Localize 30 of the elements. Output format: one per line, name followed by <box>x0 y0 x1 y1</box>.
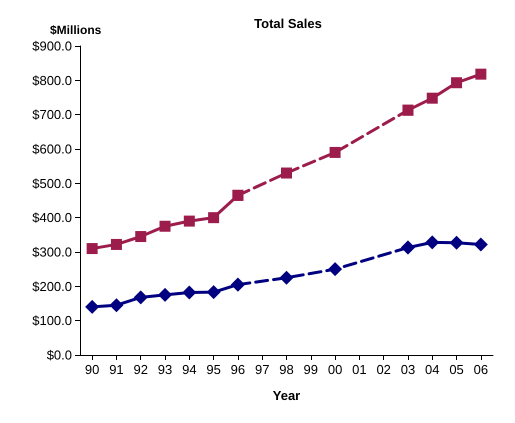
x-tick-label: 05 <box>449 362 464 377</box>
x-tick-label: 02 <box>376 362 391 377</box>
chart-title: Total Sales <box>254 16 322 31</box>
y-tick-label: $500.0 <box>32 176 72 191</box>
y-tick-label: $800.0 <box>32 72 72 88</box>
y-tick-label: $900.0 <box>32 38 72 54</box>
x-tick-label: 06 <box>474 362 488 377</box>
y-tick-label: $700.0 <box>32 107 72 122</box>
x-tick-label: 91 <box>109 362 124 377</box>
y-tick-label: $100.0 <box>32 313 72 328</box>
x-tick-label: 92 <box>134 362 148 377</box>
x-tick-label: 94 <box>182 362 197 377</box>
x-axis-title: Year <box>272 388 300 403</box>
x-tick-label: 93 <box>158 362 172 377</box>
y-axis-title: $Millions <box>50 23 102 37</box>
x-tick-label: 00 <box>328 362 342 377</box>
x-tick-label: 99 <box>304 362 318 377</box>
x-tick-label: 04 <box>425 362 440 377</box>
x-tick-label: 98 <box>279 362 294 377</box>
x-tick-label: 95 <box>206 362 221 377</box>
x-tick-label: 90 <box>84 362 100 377</box>
x-tick-label: 03 <box>400 362 416 377</box>
y-tick-label: $0.0 <box>46 348 72 362</box>
x-tick-label: 96 <box>230 362 246 377</box>
y-tick-label: $600.0 <box>32 142 72 156</box>
x-tick-label: 97 <box>254 362 270 377</box>
y-tick-label: $300.0 <box>32 244 72 260</box>
y-tick-label: $400.0 <box>32 210 72 226</box>
x-tick-label: 01 <box>352 362 367 377</box>
y-tick-label: $200.0 <box>32 278 72 294</box>
